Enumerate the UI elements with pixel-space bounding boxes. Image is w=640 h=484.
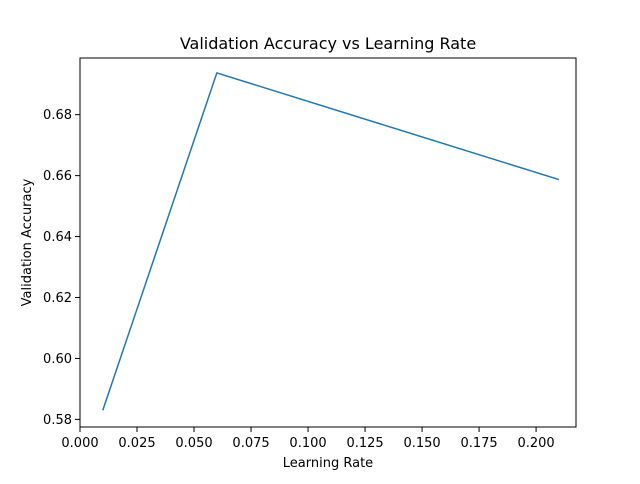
y-tick-label: 0.60 xyxy=(43,352,72,367)
chart-title: Validation Accuracy vs Learning Rate xyxy=(180,34,476,53)
x-axis-label: Learning Rate xyxy=(283,456,373,471)
x-tick-label: 0.075 xyxy=(232,436,269,451)
plot-frame xyxy=(79,57,577,428)
y-tick-label: 0.66 xyxy=(43,169,72,184)
series-line xyxy=(102,72,560,411)
x-tick-label: 0.000 xyxy=(61,436,98,451)
x-tick-label: 0.200 xyxy=(517,436,554,451)
y-tick-label: 0.58 xyxy=(43,413,72,428)
x-tick-label: 0.100 xyxy=(289,436,326,451)
x-tick-label: 0.025 xyxy=(118,436,155,451)
x-tick-label: 0.175 xyxy=(460,436,497,451)
y-axis-label: Validation Accuracy xyxy=(20,178,35,306)
plot-series xyxy=(102,72,560,411)
x-tick-label: 0.125 xyxy=(346,436,383,451)
y-tick-label: 0.68 xyxy=(43,108,72,123)
y-tick-label: 0.64 xyxy=(43,230,72,245)
x-axis-ticks: 0.000 0.025 0.050 0.075 0.100 0.125 0.150 0.175… xyxy=(61,427,555,451)
y-axis-ticks: 0.58 0.60 0.62 0.64 0.66 0.68 xyxy=(43,108,80,428)
x-tick-label: 0.150 xyxy=(403,436,440,451)
y-tick-label: 0.62 xyxy=(43,291,72,306)
x-tick-label: 0.050 xyxy=(175,436,212,451)
